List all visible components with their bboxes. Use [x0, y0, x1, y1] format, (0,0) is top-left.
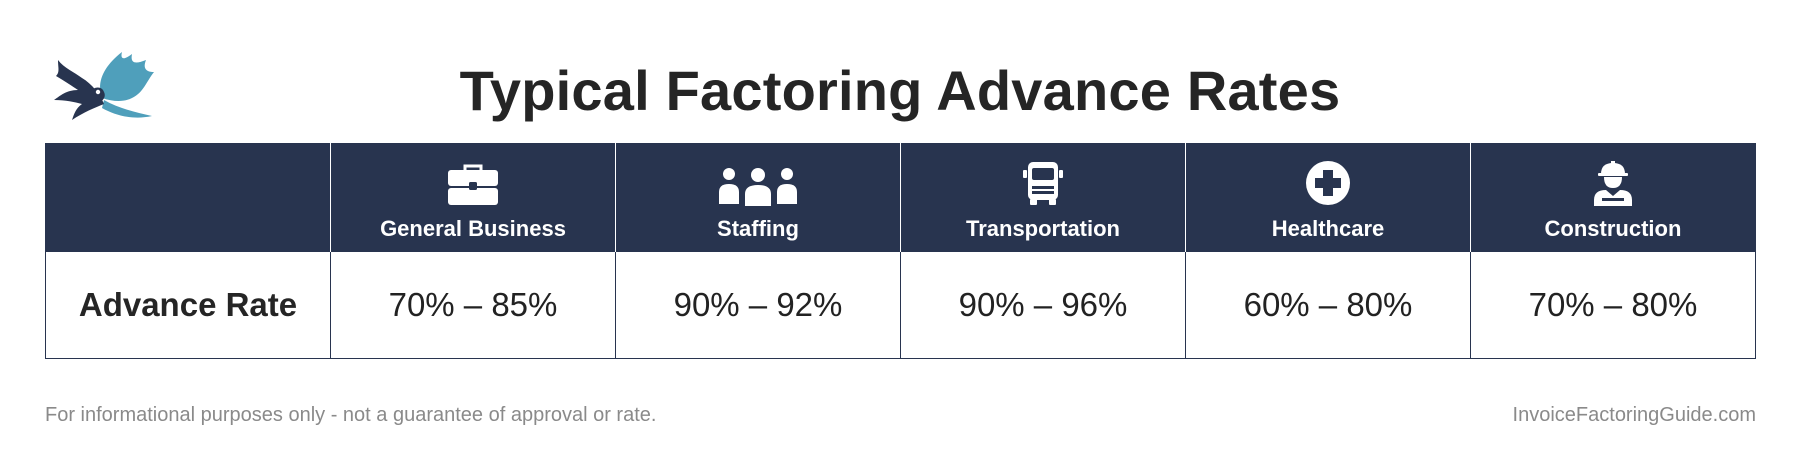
people-icon: [719, 168, 797, 206]
medical-cross-icon: [1306, 161, 1350, 205]
header-healthcare: Healthcare: [1185, 143, 1471, 252]
header-general-business: General Business: [330, 143, 616, 252]
header-label: General Business: [380, 216, 566, 241]
header-label: Healthcare: [1271, 216, 1385, 241]
header-staffing: Staffing: [615, 143, 901, 252]
header-construction: Construction: [1470, 143, 1756, 252]
rate-construction: 70% – 80%: [1470, 251, 1756, 359]
rate-healthcare: 60% – 80%: [1185, 251, 1471, 359]
site-link[interactable]: InvoiceFactoringGuide.com: [1512, 404, 1756, 426]
table-header-row: General Business Staffing: [45, 143, 1756, 252]
header-label: Transportation: [965, 216, 1120, 241]
header-label: Construction: [1544, 216, 1682, 241]
construction-worker-icon: [1594, 161, 1632, 206]
page-title: Typical Factoring Advance Rates: [459, 59, 1341, 122]
row-label-advance-rate: Advance Rate: [45, 251, 331, 359]
header-label: Staffing: [717, 216, 799, 241]
header-empty-cell: [45, 143, 331, 252]
rate-transportation: 90% – 96%: [900, 251, 1186, 359]
header-transportation: Transportation: [900, 143, 1186, 252]
rate-general-business: 70% – 85%: [330, 251, 616, 359]
disclaimer-text: For informational purposes only - not a …: [45, 404, 657, 426]
rate-staffing: 90% – 92%: [615, 251, 901, 359]
briefcase-icon: [448, 164, 498, 205]
advance-rates-table: General Business Staffing: [45, 143, 1756, 359]
truck-icon: [1023, 162, 1063, 205]
eagle-logo-icon: [54, 52, 154, 120]
table-row: Advance Rate 70% – 85% 90% – 92% 90% – 9…: [45, 251, 1756, 359]
